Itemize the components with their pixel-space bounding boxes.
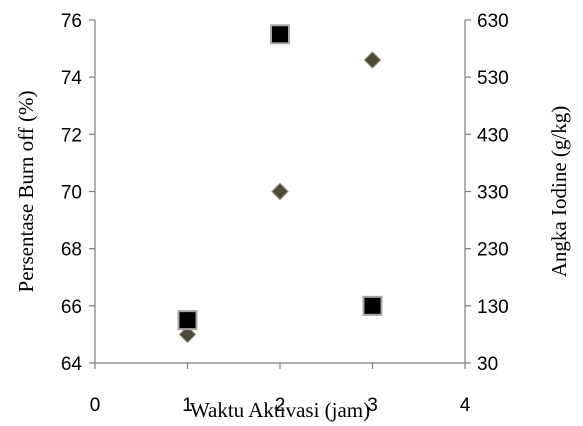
y2-axis-title: Angka Iodine (g/kg) (547, 106, 571, 277)
y-tick-label: 66 (61, 297, 82, 318)
x-axis-title: Waktu Aktivasi (jam) (190, 398, 370, 422)
x-tick-label: 3 (367, 395, 378, 416)
y2-tick-label: 530 (477, 68, 509, 89)
square-point (270, 24, 290, 45)
y2-tick-label: 30 (477, 354, 498, 375)
y-tick-label: 76 (61, 11, 82, 32)
x-tick-label: 0 (90, 395, 101, 416)
y-tick-label: 72 (61, 125, 82, 146)
x-tick-label: 1 (182, 395, 193, 416)
diamond-point (363, 51, 382, 69)
y-tick-label: 70 (61, 183, 82, 204)
diamond-point (178, 325, 197, 344)
y2-tick-label: 230 (477, 240, 509, 261)
y-tick-label: 64 (61, 354, 83, 375)
square-point (362, 295, 383, 316)
y2-tick-label: 630 (477, 11, 509, 32)
plot-area: 0 1 2 3 4 64 66 68 70 72 74 76 30 130 230 330 430 530 630 (61, 11, 509, 416)
y2-tick-label: 330 (477, 183, 509, 204)
x-tick-label: 4 (460, 395, 471, 416)
diamond-point (271, 182, 289, 201)
y2-tick-label: 130 (477, 297, 509, 318)
y-tick-label: 74 (61, 68, 83, 89)
x-tick-label: 2 (275, 395, 286, 416)
y-tick-label: 68 (61, 240, 82, 261)
y2-tick-label: 430 (477, 125, 509, 146)
y-axis-title: Persentase Burn off (%) (14, 91, 38, 293)
square-point (177, 310, 198, 331)
